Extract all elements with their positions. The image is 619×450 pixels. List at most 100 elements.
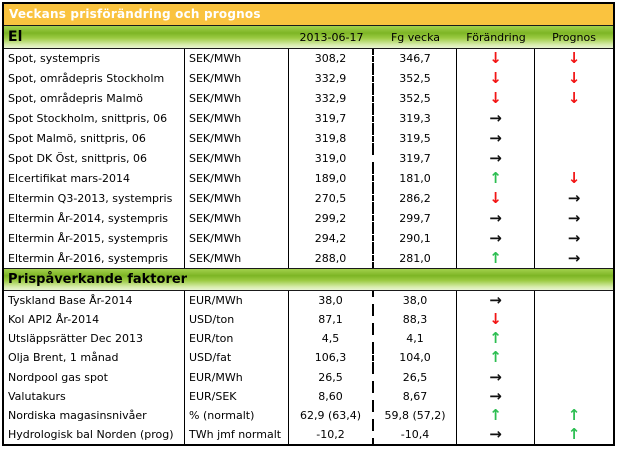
flat-arrow-icon: → xyxy=(567,248,581,267)
forecast-cell: → xyxy=(535,208,613,228)
row-label: Utsläppsrätter Dec 2013 xyxy=(4,329,185,349)
down-arrow-icon: ↓ xyxy=(489,310,502,329)
row-label: Spot, områdepris Malmö xyxy=(4,88,185,109)
value-previous-week: 319,5 xyxy=(374,128,457,149)
row-label: Spot Malmö, snittpris, 06 xyxy=(4,128,185,149)
row-unit: % (normalt) xyxy=(185,405,289,425)
change-cell: ↑ xyxy=(457,248,535,268)
down-arrow-icon: ↓ xyxy=(567,49,581,68)
up-arrow-icon: ↑ xyxy=(489,248,502,267)
row-unit: SEK/MWh xyxy=(185,108,289,129)
table-row: Kol API2 År-2014 USD/ton 87,1 88,3 ↓ xyxy=(4,310,613,330)
table-row: Spot, systempris SEK/MWh 308,2 346,7 ↓ ↓ xyxy=(4,49,613,69)
change-cell: ↓ xyxy=(457,188,535,209)
value-previous-week: 319,7 xyxy=(374,148,457,169)
down-arrow-icon: ↓ xyxy=(567,69,581,88)
value-previous-week: 88,3 xyxy=(374,310,457,330)
table-row: Olja Brent, 1 månad USD/fat 106,3 104,0 ↑ xyxy=(4,348,613,368)
forecast-cell xyxy=(535,329,613,348)
change-cell: → xyxy=(457,367,535,387)
value-previous-week: 290,1 xyxy=(374,228,457,249)
value-previous-week: 286,2 xyxy=(374,188,457,209)
down-arrow-icon: ↓ xyxy=(489,69,502,88)
up-arrow-icon: ↑ xyxy=(567,405,581,424)
flat-arrow-icon: → xyxy=(489,386,502,405)
value-current: 332,9 xyxy=(289,88,374,109)
value-current: 38,0 xyxy=(289,291,374,311)
column-header-forecast: Prognos xyxy=(552,30,596,44)
row-label: Spot DK Öst, snittpris, 06 xyxy=(4,148,185,169)
flat-arrow-icon: → xyxy=(489,228,502,247)
row-label: Eltermin År-2016, systempris xyxy=(4,248,185,268)
forecast-cell: ↓ xyxy=(535,69,613,89)
change-cell: ↓ xyxy=(457,68,535,89)
flat-arrow-icon: → xyxy=(567,188,581,207)
row-unit: SEK/MWh xyxy=(185,49,289,69)
row-unit: USD/ton xyxy=(185,310,289,330)
row-label: Hydrologisk bal Norden (prog) xyxy=(4,424,185,444)
row-label: Elcertifikat mars-2014 xyxy=(4,168,185,189)
row-label: Spot Stockholm, snittpris, 06 xyxy=(4,108,185,129)
table-row: Eltermin År-2014, systempris SEK/MWh 299,2… xyxy=(4,208,613,229)
value-current: -10,2 xyxy=(289,424,374,444)
down-arrow-icon: ↓ xyxy=(567,89,581,108)
value-current: 299,2 xyxy=(289,208,374,229)
table-row: Hydrologisk bal Norden (prog) TWh jmf nor… xyxy=(4,424,613,444)
table-row: Tyskland Base År-2014 EUR/MWh 38,0 38,0 → xyxy=(4,291,613,311)
value-current: 62,9 (63,4) xyxy=(289,405,374,425)
flat-arrow-icon: → xyxy=(489,148,502,167)
row-label: Olja Brent, 1 månad xyxy=(4,348,185,368)
change-cell: → xyxy=(457,424,535,444)
table-row: Nordiska magasinsnivåer% (normalt) 62,9 (… xyxy=(4,405,613,425)
change-cell: ↑ xyxy=(457,329,535,349)
value-previous-week: 346,7 xyxy=(374,49,457,69)
table-row: Nordpool gas spot EUR/MWh 26,5 26,5 → xyxy=(4,367,613,387)
row-unit: EUR/MWh xyxy=(185,291,289,311)
change-cell: → xyxy=(457,291,535,311)
value-current: 319,0 xyxy=(289,148,374,169)
row-label: Kol API2 År-2014 xyxy=(4,310,185,330)
value-current: 26,5 xyxy=(289,367,374,387)
change-cell: → xyxy=(457,148,535,169)
row-label: Eltermin År-2015, systempris xyxy=(4,228,185,249)
forecast-cell xyxy=(535,129,613,149)
table-row: Eltermin År-2015, systempris SEK/MWh 294,2… xyxy=(4,228,613,249)
forecast-cell xyxy=(535,291,613,310)
row-label: Nordpool gas spot xyxy=(4,367,185,387)
table-row: Eltermin Q3-2013, systempris SEK/MWh 270,5… xyxy=(4,188,613,209)
value-previous-week: 319,3 xyxy=(374,108,457,129)
row-label: Nordiska magasinsnivåer xyxy=(4,405,185,425)
table-row: Valutakurs EUR/SEK 8,60 8,67 → xyxy=(4,386,613,406)
value-current: 189,0 xyxy=(289,168,374,189)
change-cell: → xyxy=(457,228,535,249)
value-current: 332,9 xyxy=(289,68,374,89)
forecast-cell: ↑ xyxy=(535,425,613,444)
row-label: Eltermin Q3-2013, systempris xyxy=(4,188,185,209)
value-current: 270,5 xyxy=(289,188,374,209)
forecast-cell: → xyxy=(535,248,613,268)
value-previous-week: 281,0 xyxy=(374,248,457,268)
flat-arrow-icon: → xyxy=(489,109,502,128)
row-unit: SEK/MWh xyxy=(185,88,289,109)
flat-arrow-icon: → xyxy=(489,424,502,443)
down-arrow-icon: ↓ xyxy=(489,89,502,108)
change-cell: → xyxy=(457,208,535,229)
value-current: 319,8 xyxy=(289,128,374,149)
row-unit: SEK/MWh xyxy=(185,248,289,268)
flat-arrow-icon: → xyxy=(567,208,581,227)
down-arrow-icon: ↓ xyxy=(567,168,581,187)
table-row: Spot Malmö, snittpris, 06 SEK/MWh 319,8 319… xyxy=(4,128,613,149)
value-previous-week: 352,5 xyxy=(374,68,457,89)
change-cell: ↑ xyxy=(457,348,535,368)
change-cell: ↓ xyxy=(457,310,535,330)
row-unit: SEK/MWh xyxy=(185,128,289,149)
change-cell: ↓ xyxy=(457,49,535,69)
flat-arrow-icon: → xyxy=(489,129,502,148)
column-header-date: 2013-06-17 xyxy=(299,30,364,44)
row-label: Eltermin År-2014, systempris xyxy=(4,208,185,229)
row-unit: EUR/ton xyxy=(185,329,289,349)
table-row: Spot, områdepris Malmö SEK/MWh 332,9 352,5 ↓… xyxy=(4,88,613,109)
value-previous-week: -10,4 xyxy=(374,424,457,444)
value-current: 4,5 xyxy=(289,329,374,349)
value-current: 294,2 xyxy=(289,228,374,249)
